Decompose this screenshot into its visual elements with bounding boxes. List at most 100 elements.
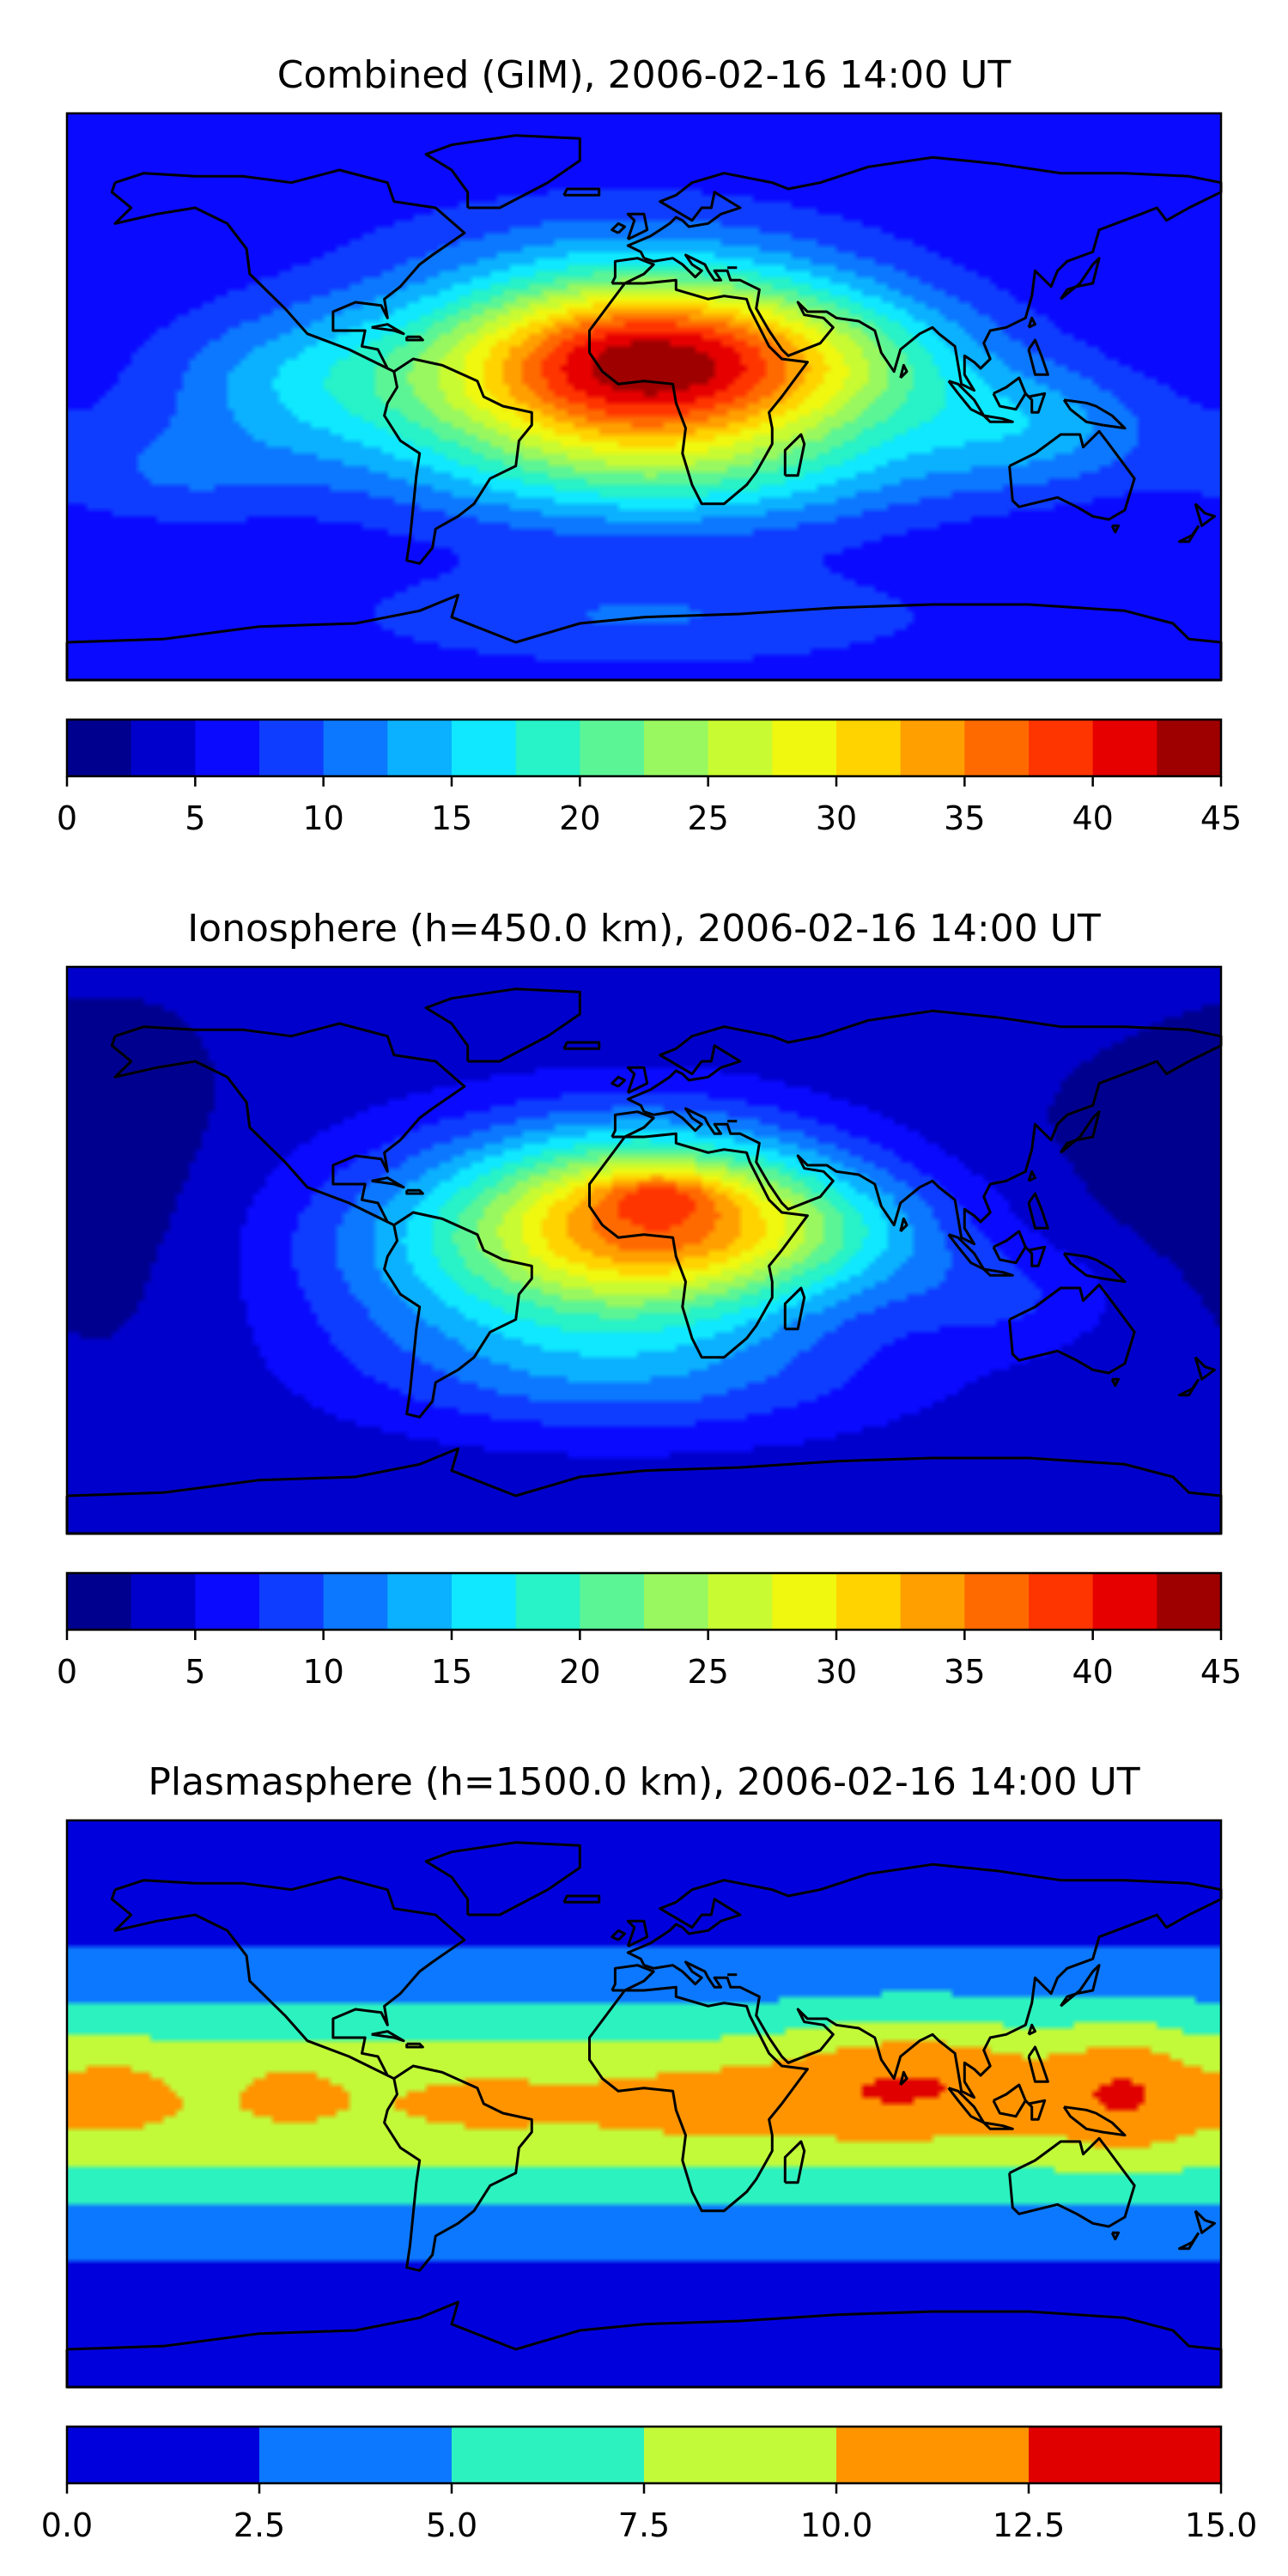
coastline [1008,429,1136,521]
coastline [424,1841,581,1917]
map-frame [65,112,1223,682]
heatmap-field [67,967,1221,1534]
panel-3: Plasmasphere (h=1500.0 km), 2006-02-16 1… [41,1760,1258,2544]
colorbar-tick-label: 20 [559,799,600,837]
colorbar-segment [772,720,837,776]
colorbar-tick-label: 15 [431,799,472,837]
coastline [1024,2099,1047,2121]
colorbar-tick-label: 30 [816,799,857,837]
colorbar-segment [515,720,580,776]
coastline [611,1110,655,1139]
colorbar-segment [387,1573,453,1630]
colorbar-tick-label: 15.0 [1185,2506,1258,2544]
coastline [611,1929,627,1941]
coastline [1027,1192,1049,1230]
colorbar-segment [644,2427,837,2483]
coastline [1194,1356,1216,1381]
colorbar-segment [1029,1573,1094,1630]
coastline [1178,1378,1200,1397]
colorbar-segment [259,720,325,776]
colorbar-tick-label: 30 [816,1653,857,1691]
coastline [1027,2045,1049,2083]
colorbar-segment [708,720,773,776]
heatmap-field [67,113,1221,680]
colorbar-segment [452,720,517,776]
coastline [110,1875,466,2081]
coastline [1024,1245,1047,1267]
colorbar-tick-label: 5 [185,799,205,837]
panel-title: Combined (GIM), 2006-02-16 14:00 UT [277,53,1012,97]
colorbar: 0 5 10 15 20 25 30 35 40 45 [57,1571,1242,1691]
colorbar-tick-label: 40 [1072,1653,1113,1691]
colorbar-segment [387,720,453,776]
coastline [611,257,655,285]
colorbar-segment [452,2427,645,2483]
panel-2: Ionosphere (h=450.0 km), 2006-02-16 14:0… [57,907,1242,1691]
coastline [626,212,649,241]
colorbar-segment [67,1573,132,1630]
coastline [1178,2232,1200,2251]
colorbar-segment [67,2427,260,2483]
coastlines [65,1841,1223,2389]
coastline [424,987,581,1063]
colorbar-tick-label: 35 [944,1653,985,1691]
colorbar-tick-label: 10.0 [800,2506,873,2544]
heatmap-field [67,1820,1221,2387]
colorbar-segment [644,720,709,776]
coastline [1178,525,1200,544]
coastline [1110,1377,1120,1388]
colorbar-tick-label: 0 [57,1653,77,1691]
colorbar-segment [131,1573,196,1630]
coastline [65,2300,1223,2389]
coastline [1027,316,1036,329]
coastline [562,1894,601,1904]
coastline [110,168,466,374]
coastline [982,1267,1014,1277]
coastline [626,1009,1223,1246]
coastline [65,593,1223,682]
coastline [110,1022,466,1227]
colorbar-tick-label: 40 [1072,799,1113,837]
colorbar-tick-label: 45 [1200,1653,1242,1691]
coastline [1027,1170,1036,1182]
coastline [371,1176,405,1189]
colorbar-segment [772,1573,837,1630]
coastline [562,1041,601,1050]
coastline [562,187,601,197]
colorbar-tick-label: 0.0 [41,2506,93,2544]
colorbar-segment [1157,720,1222,776]
colorbar: 0 5 10 15 20 25 30 35 40 45 [57,718,1242,837]
colorbar-segment [836,2427,1030,2483]
panel-title: Plasmasphere (h=1500.0 km), 2006-02-16 1… [148,1760,1139,1804]
coastline [899,2070,908,2087]
coastline [383,2064,533,2272]
colorbar-tick-label: 0 [57,799,77,837]
colorbar-segment [1092,1573,1157,1630]
coastline [1008,1283,1136,1375]
coastline [1110,2231,1120,2241]
coastline [899,1217,908,1233]
colorbar-segment [580,720,645,776]
colorbar-frame [65,718,1223,778]
coastline [783,2140,806,2184]
colorbar-tick-label: 7.5 [618,2506,670,2544]
coastlines [65,987,1223,1535]
colorbar-segment [67,720,132,776]
colorbar-segment [452,1573,517,1630]
coastline [1062,1252,1127,1284]
colorbar-tick-label: 12.5 [993,2506,1066,2544]
coastline [783,433,806,477]
colorbar-segment [323,1573,388,1630]
coastline [626,1919,649,1948]
coastline [371,2030,405,2043]
coastline [1027,2023,1036,2036]
coastline [982,2121,1014,2130]
colorbar-tick-label: 15 [431,1653,472,1691]
colorbar-tick-label: 10 [302,1653,343,1691]
colorbar-segment [708,1573,773,1630]
colorbar-segment [259,2427,453,2483]
colorbar-tick-label: 5 [185,1653,205,1691]
colorbar-segment [900,720,965,776]
colorbar-tick-label: 10 [302,799,343,837]
